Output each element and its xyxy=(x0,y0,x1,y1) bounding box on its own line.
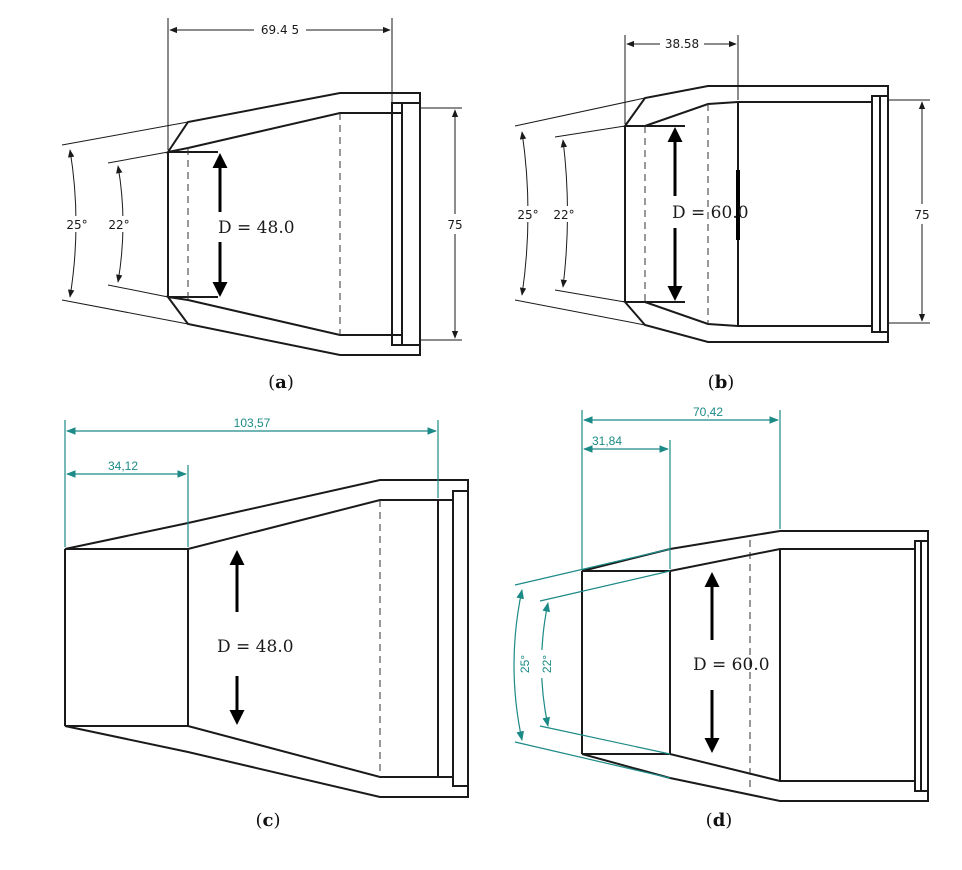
panel-b: 38.58 75 25° 22° D = 60.0 (b) xyxy=(514,35,930,393)
panel-d-angle-outer: 25° xyxy=(518,655,532,673)
panel-b-diameter-label: D = 60.0 xyxy=(672,203,749,223)
panel-a-dim-top: 69.4 5 xyxy=(261,23,299,37)
panel-a-outlet-ring xyxy=(391,102,403,346)
panel-a-bottom-wall xyxy=(165,295,421,356)
panel-b-angle-outer: 25° xyxy=(517,208,538,222)
panel-d-angle-ext-3 xyxy=(539,570,671,602)
panel-a-angle-ext-4 xyxy=(107,284,169,298)
panel-d-dim-inner: 31,84 xyxy=(592,434,622,448)
panel-b-angle-ext-1 xyxy=(514,97,646,127)
panel-c: 103,57 34,12 D = 48.0 (c) xyxy=(64,416,469,831)
panel-b-caption: (b) xyxy=(708,372,735,393)
panel-b-top-wall xyxy=(623,85,889,127)
panel-d-outlet-ring xyxy=(914,540,922,792)
panel-b-caption-letter: b xyxy=(715,372,728,393)
panel-d-angle-arc-outer xyxy=(513,589,524,741)
panel-c-dim-total: 103,57 xyxy=(234,416,271,430)
panel-a-diameter-label: D = 48.0 xyxy=(218,218,295,238)
panel-a-caption: (a) xyxy=(268,372,294,393)
panel-a-angle-ext-1 xyxy=(61,121,189,146)
panel-b-bottom-wall xyxy=(622,301,889,343)
panel-b-dim-right: 75 xyxy=(914,208,929,222)
panel-d: 70,42 31,84 25° 22° D = 60.0 (d) xyxy=(513,405,929,831)
panel-a-angle-outer: 25° xyxy=(66,218,87,232)
panel-d-top-wall xyxy=(581,530,929,572)
panel-b-angle-inner: 22° xyxy=(553,208,574,222)
panel-b-dim-top: 38.58 xyxy=(665,37,699,51)
panel-b-angle-ext-4 xyxy=(554,289,626,303)
panel-d-angle-ext-1 xyxy=(514,548,671,586)
panel-a-angle-ext-3 xyxy=(107,151,169,164)
panel-c-outlet-ring xyxy=(437,499,454,778)
panel-a-angle-ext-2 xyxy=(61,299,189,325)
panel-d-angle-ext-4 xyxy=(539,725,671,755)
panel-b-angle-ext-2 xyxy=(514,299,646,326)
panel-c-caption: (c) xyxy=(255,810,280,831)
panel-a: 69.4 5 75 25° 22° D = 48.0 (a) xyxy=(61,18,463,393)
panel-d-diameter-label: D = 60.0 xyxy=(693,655,770,675)
panel-d-bottom-wall xyxy=(581,753,929,802)
panel-c-top-wall xyxy=(64,479,469,550)
panel-a-angle-inner: 22° xyxy=(108,218,129,232)
panel-b-angle-ext-3 xyxy=(554,125,626,138)
panel-d-caption: (d) xyxy=(706,810,733,831)
panel-a-caption-letter: a xyxy=(275,372,287,393)
panel-d-angle-ext-2 xyxy=(514,741,671,779)
panel-b-outlet-ring xyxy=(871,95,881,333)
panel-c-dim-inner: 34,12 xyxy=(108,459,138,473)
panel-c-caption-letter: c xyxy=(263,810,274,831)
panel-a-top-wall xyxy=(165,92,421,154)
panel-d-dim-total: 70,42 xyxy=(693,405,723,419)
panel-c-diameter-label: D = 48.0 xyxy=(217,637,294,657)
panel-d-caption-letter: d xyxy=(713,810,726,831)
panel-a-dim-right: 75 xyxy=(447,218,462,232)
panel-c-bottom-wall xyxy=(64,725,469,798)
panel-d-angle-inner: 22° xyxy=(540,655,554,673)
